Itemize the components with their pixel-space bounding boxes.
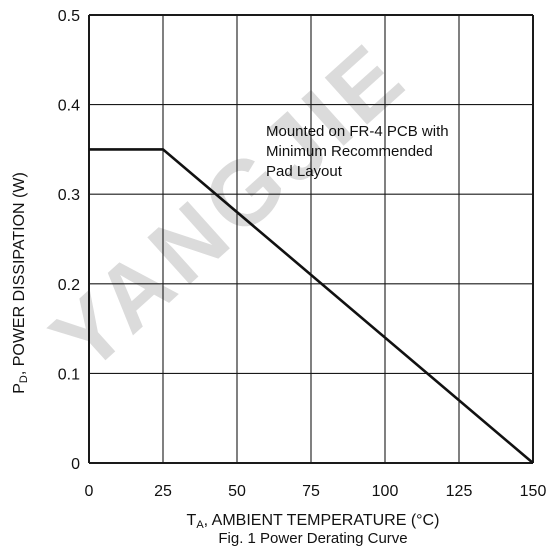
x-tick-label: 0 bbox=[85, 483, 94, 500]
tick-labels: 0 25 50 75 100 125 150 0 0.1 0.2 0.3 0.4 0.5 bbox=[58, 8, 547, 500]
y-axis-label: PD, POWER DISSIPATION (W) bbox=[11, 172, 30, 394]
x-tick-label: 25 bbox=[154, 483, 172, 500]
x-tick-label: 100 bbox=[372, 483, 399, 500]
y-axis-label-sub: D bbox=[18, 375, 30, 383]
grid-lines bbox=[88, 14, 534, 464]
x-axis-label-main: T bbox=[187, 512, 197, 529]
x-tick-label: 75 bbox=[302, 483, 320, 500]
x-axis-label-sub: A bbox=[196, 519, 204, 531]
chart-title: Fig. 1 Power Derating Curve bbox=[218, 530, 407, 547]
x-tick-label: 50 bbox=[228, 483, 246, 500]
annotation-line-1: Mounted on FR-4 PCB with bbox=[266, 123, 449, 140]
y-tick-label: 0.5 bbox=[58, 8, 80, 25]
x-tick-label: 125 bbox=[446, 483, 473, 500]
x-axis-label-rest: , AMBIENT TEMPERATURE (°C) bbox=[204, 512, 440, 529]
x-axis-label: TA, AMBIENT TEMPERATURE (°C) bbox=[187, 512, 440, 531]
y-tick-label: 0.3 bbox=[58, 187, 80, 204]
y-axis-label-main: P bbox=[11, 383, 28, 394]
y-tick-label: 0.4 bbox=[58, 98, 80, 115]
annotation: Mounted on FR-4 PCB with Minimum Recomme… bbox=[266, 123, 449, 180]
y-tick-label: 0.1 bbox=[58, 366, 80, 383]
derating-line bbox=[89, 148, 534, 464]
y-tick-label: 0 bbox=[71, 456, 80, 473]
series-layer bbox=[89, 148, 534, 464]
annotation-line-2: Minimum Recommended bbox=[266, 143, 433, 160]
y-axis-label-rest: , POWER DISSIPATION (W) bbox=[11, 172, 28, 375]
x-tick-label: 150 bbox=[520, 483, 547, 500]
y-tick-label: 0.2 bbox=[58, 277, 80, 294]
annotation-line-3: Pad Layout bbox=[266, 163, 343, 180]
